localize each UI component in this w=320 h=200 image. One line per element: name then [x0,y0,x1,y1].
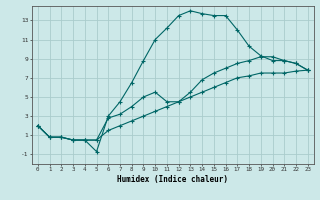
X-axis label: Humidex (Indice chaleur): Humidex (Indice chaleur) [117,175,228,184]
